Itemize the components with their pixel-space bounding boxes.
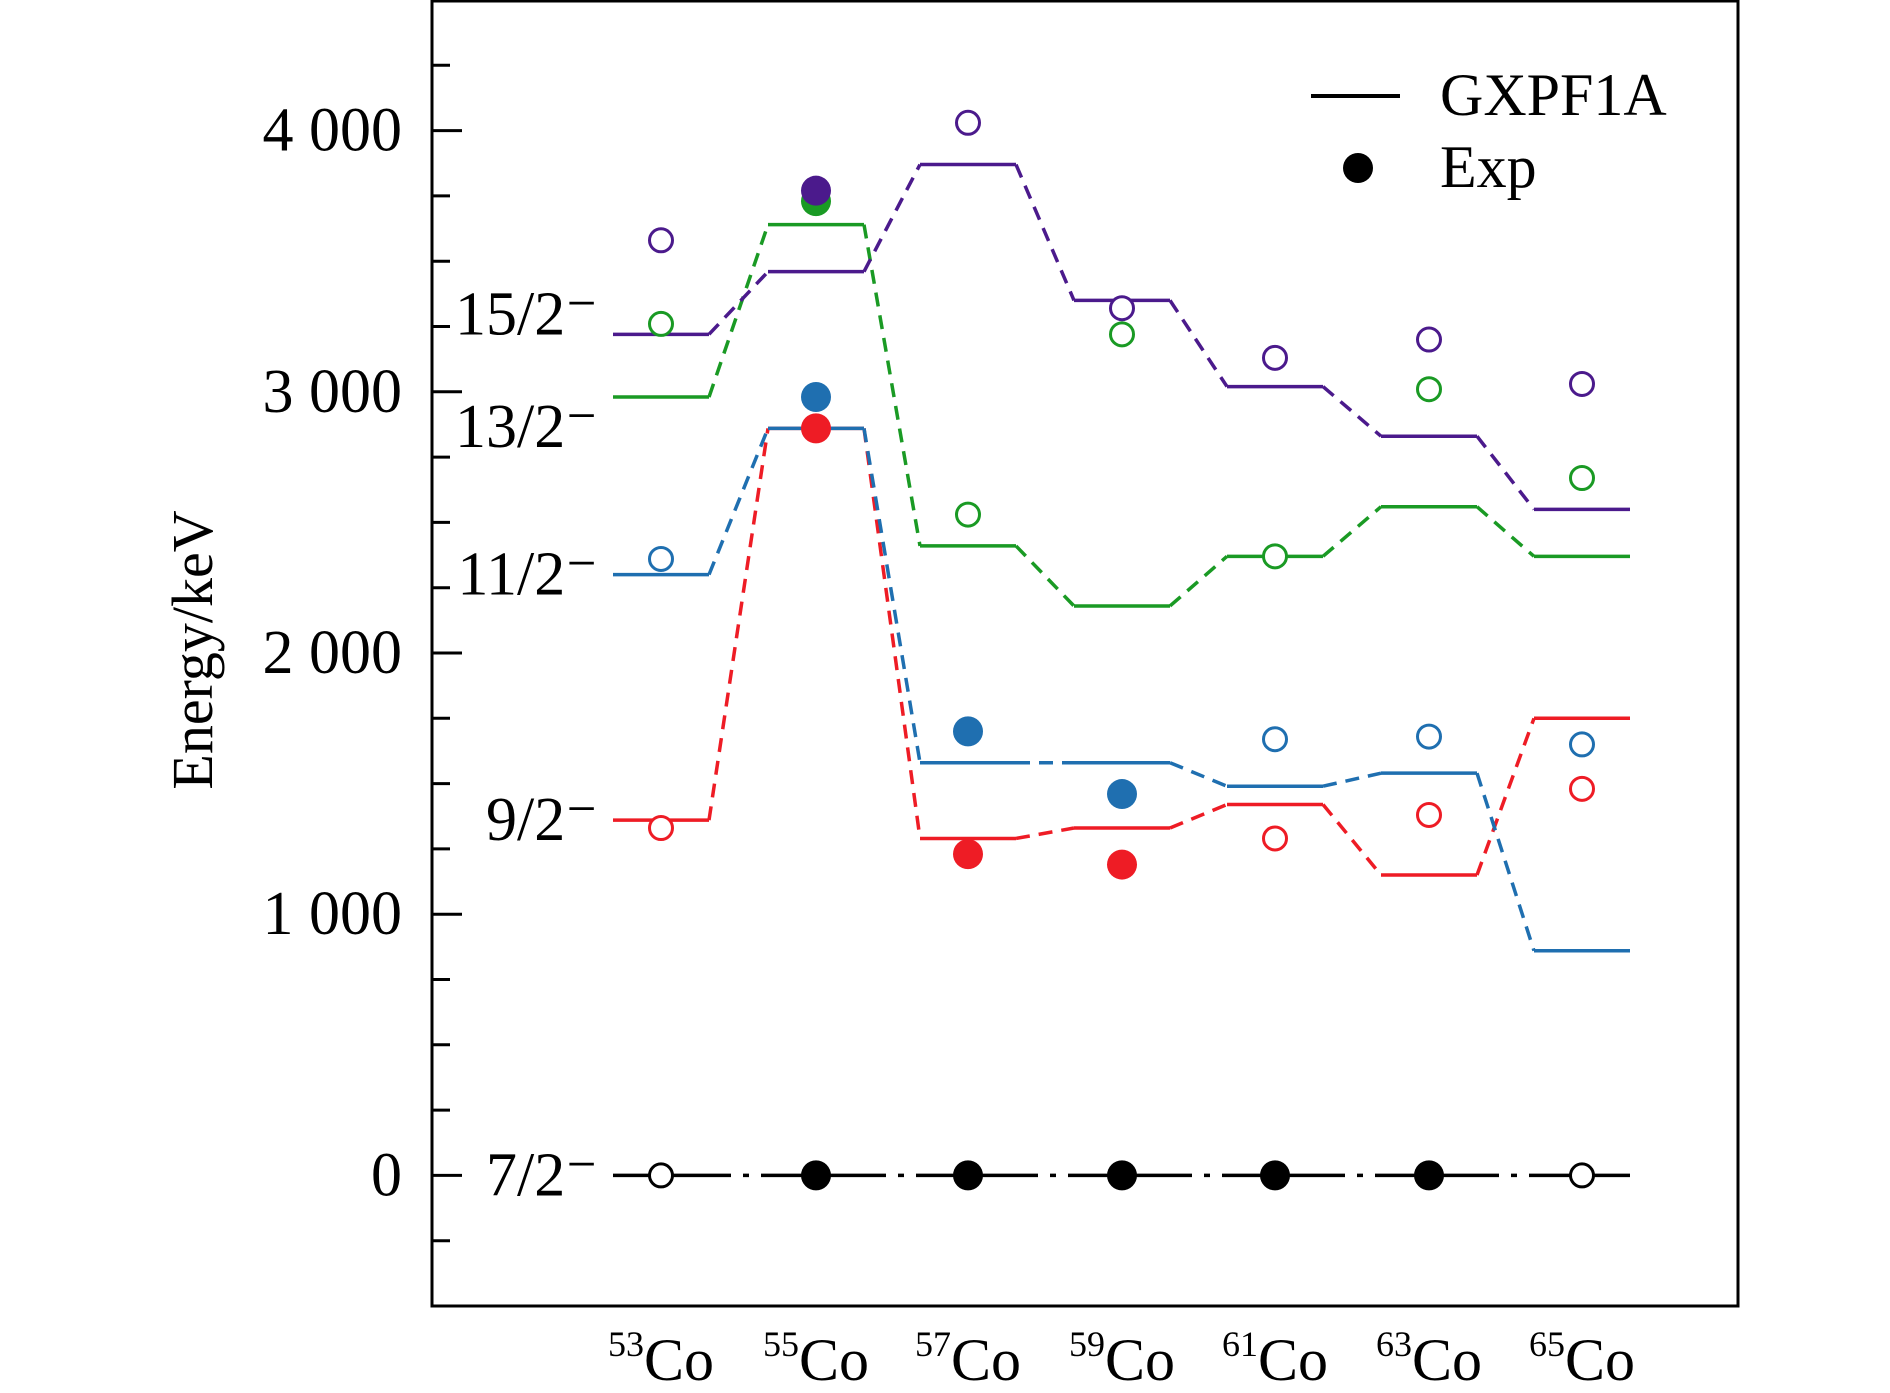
exp-series (648, 382, 1595, 810)
exp-point-open (1416, 326, 1442, 353)
exp-point-open (1416, 376, 1442, 403)
theory-connector (1015, 826, 1075, 841)
legend-label-exp: Exp (1440, 134, 1537, 200)
exp-point-open (1262, 344, 1288, 371)
nucleus-label: 59Co (1069, 1324, 1175, 1393)
exp-point-open (648, 1162, 674, 1189)
exp-point-filled (801, 413, 831, 444)
y-tick-label: 4 000 (263, 97, 403, 165)
theory-connector (862, 428, 922, 763)
exp-point-filled (801, 1160, 831, 1191)
exp-point-open (648, 310, 674, 337)
theory-connector (862, 428, 922, 839)
theory-connector (862, 163, 922, 273)
exp-point-open (955, 501, 981, 528)
y-axis-label: Energy/keV (160, 510, 225, 789)
exp-point-filled (953, 839, 983, 870)
theory-connector (1321, 385, 1383, 438)
exp-point-filled (1107, 1160, 1137, 1191)
exp-series (648, 1160, 1595, 1191)
experimental-points (648, 109, 1595, 1191)
level-label: 7/2⁻ (486, 1141, 598, 1209)
theory-series (613, 426, 1630, 953)
theory-connector (1475, 505, 1536, 558)
exp-point-filled (1107, 849, 1137, 880)
exp-point-filled (801, 175, 831, 206)
theory-connector (1321, 505, 1383, 558)
level-label: 11/2⁻ (457, 541, 598, 609)
exp-point-filled (801, 382, 831, 413)
theory-connector (1014, 544, 1076, 608)
exp-point-open (1569, 731, 1595, 758)
exp-point-open (1569, 775, 1595, 802)
level-label: 13/2⁻ (455, 393, 598, 461)
theory-connector (707, 224, 770, 398)
legend: GXPF1A Exp (1311, 62, 1667, 200)
nucleus-label: 63Co (1376, 1324, 1482, 1393)
exp-point-open (1569, 1162, 1595, 1189)
theory-connector (707, 428, 770, 821)
theory-connector (862, 224, 922, 547)
exp-point-filled (1414, 1160, 1444, 1191)
theory-lines (613, 162, 1630, 1178)
exp-point-open (1109, 321, 1135, 348)
nucleus-label: 55Co (763, 1324, 869, 1393)
theory-connector (707, 427, 770, 576)
exp-series (648, 186, 1595, 570)
legend-filled-circle-marker (1343, 153, 1373, 183)
theory-connector (1168, 555, 1229, 608)
nucleus-label: 61Co (1222, 1324, 1328, 1393)
theory-connector (1322, 771, 1382, 788)
theory-connector (1475, 772, 1536, 952)
theory-connector (1321, 803, 1383, 877)
theory-connector (707, 270, 770, 336)
exp-point-filled (1260, 1160, 1290, 1191)
theory-connector (1169, 761, 1228, 788)
nucleus-labels: 53Co 55Co 57Co 59Co 61Co 63Co 65Co (608, 1324, 1635, 1393)
exp-point-open (648, 545, 674, 572)
exp-point-open (648, 815, 674, 842)
y-tick-label: 2 000 (263, 619, 403, 687)
theory-series (613, 162, 1630, 512)
y-tick-label: 3 000 (263, 358, 403, 426)
exp-point-open (1569, 464, 1595, 491)
theory-connector (1475, 717, 1536, 876)
nucleus-label: 57Co (915, 1324, 1021, 1393)
theory-series (613, 222, 1630, 608)
y-tick-label: 0 (371, 1141, 402, 1209)
exp-series (648, 413, 1595, 880)
level-label: 15/2⁻ (455, 280, 598, 348)
axes: 0 1 000 2 000 3 000 4 000 (263, 0, 1740, 1308)
exp-point-open (1262, 543, 1288, 570)
exp-series (648, 109, 1595, 397)
exp-point-open (955, 109, 981, 136)
exp-point-open (648, 227, 674, 254)
exp-point-filled (953, 1160, 983, 1191)
level-label: 9/2⁻ (486, 786, 598, 854)
exp-point-open (1109, 295, 1135, 322)
plot-frame (430, 0, 1740, 1308)
nucleus-label: 53Co (608, 1324, 714, 1393)
y-tick-label: 1 000 (263, 880, 403, 948)
exp-point-open (1569, 370, 1595, 397)
exp-point-filled (953, 716, 983, 747)
legend-label-theory: GXPF1A (1440, 62, 1667, 128)
exp-point-open (1262, 726, 1288, 753)
exp-point-open (1416, 723, 1442, 750)
theory-connector (1475, 435, 1536, 511)
exp-point-open (1416, 801, 1442, 828)
exp-point-open (1262, 825, 1288, 852)
theory-connector (1169, 802, 1228, 830)
theory-connector (1168, 299, 1229, 388)
exp-point-filled (1107, 779, 1137, 810)
level-labels: 7/2⁻ 9/2⁻ 11/2⁻ 13/2⁻ 15/2⁻ (455, 280, 598, 1209)
nucleus-label: 65Co (1529, 1324, 1635, 1393)
theory-connector (1014, 163, 1076, 302)
